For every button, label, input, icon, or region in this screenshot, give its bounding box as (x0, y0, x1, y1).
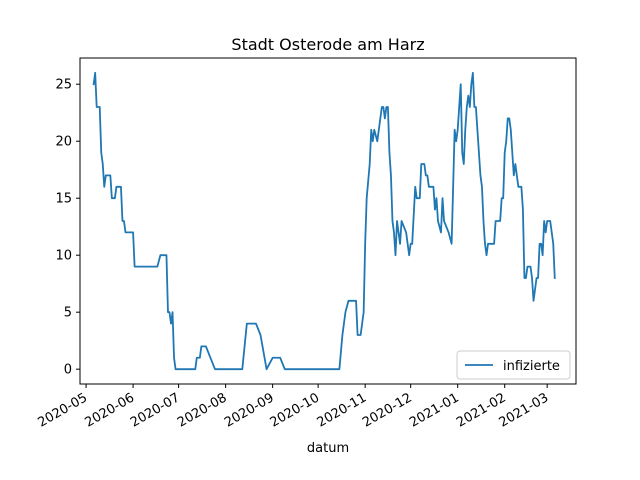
y-axis: 0 5 10 15 20 25 (55, 78, 80, 378)
legend-label: infizierte (503, 359, 560, 374)
plot-frame (79, 57, 577, 385)
y-tick-label: 5 (64, 306, 72, 321)
series-line-infizierte (92, 71, 556, 371)
y-tick-label: 0 (64, 363, 72, 378)
y-tick-label: 25 (55, 78, 72, 93)
x-axis-label: datum (307, 441, 349, 456)
legend: infizierte (456, 350, 571, 380)
legend-frame (456, 350, 571, 380)
y-tick-label: 20 (55, 135, 72, 150)
y-tick-label: 15 (55, 192, 72, 207)
plot-area (79, 57, 577, 385)
y-tick-label: 10 (55, 249, 72, 264)
chart-title: Stadt Osterode am Harz (231, 35, 424, 54)
